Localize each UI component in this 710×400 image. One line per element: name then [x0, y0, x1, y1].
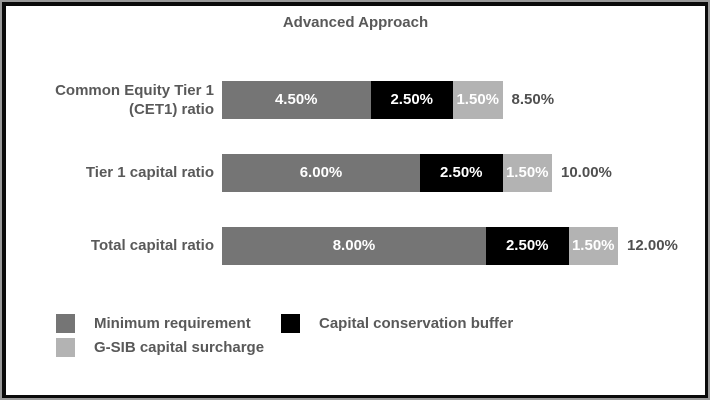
- legend-swatch-gsib-surcharge-icon: [56, 337, 75, 357]
- segment-value-label: 4.50%: [274, 91, 318, 108]
- bar-segment: 1.50%: [453, 80, 503, 119]
- legend-item-conservation-buffer: Capital conservation buffer: [281, 311, 513, 335]
- category-label: Common Equity Tier 1 (CET1) ratio: [55, 81, 214, 118]
- segment-value-label: 2.50%: [390, 91, 434, 108]
- category-label: Tier 1 capital ratio: [85, 164, 214, 181]
- stacked-bar: 4.50% 2.50% 1.50%: [222, 80, 503, 119]
- bar-segment: 2.50%: [420, 153, 503, 192]
- segment-value-label: 2.50%: [439, 164, 483, 181]
- segment-value-label: 1.50%: [505, 164, 549, 181]
- category-label: Total capital ratio: [90, 237, 214, 254]
- segment-value-label: 1.50%: [571, 237, 615, 254]
- chart-title: Advanced Approach: [282, 14, 429, 31]
- legend-label: Capital conservation buffer: [319, 314, 514, 332]
- bar-segment: 2.50%: [486, 226, 569, 265]
- bar-total-label: 12.00%: [627, 237, 678, 254]
- bar-total-label: 8.50%: [511, 91, 555, 108]
- bar-total-label: 10.00%: [561, 164, 612, 181]
- bar-segment: 1.50%: [568, 226, 618, 265]
- bar-segment: 1.50%: [502, 153, 552, 192]
- chart-row: Common Equity Tier 1 (CET1) ratio 4.50% 2.5…: [6, 63, 705, 136]
- bar-segment: 6.00%: [222, 153, 420, 192]
- legend-swatch-minimum-requirement-icon: [56, 313, 75, 333]
- legend-item-minimum-requirement: Minimum requirement: [56, 311, 281, 335]
- chart-row: Tier 1 capital ratio 6.00% 2.50% 1.50% 10.00…: [6, 136, 705, 209]
- legend-column-right: Capital conservation buffer: [281, 311, 513, 335]
- segment-value-label: 2.50%: [505, 237, 549, 254]
- legend: Minimum requirement G-SIB capital surcha…: [56, 311, 705, 359]
- stacked-bar: 8.00% 2.50% 1.50%: [222, 226, 618, 265]
- bar-segment: 4.50%: [222, 80, 371, 119]
- legend-swatch-conservation-buffer-icon: [281, 313, 300, 333]
- segment-value-label: 1.50%: [456, 91, 500, 108]
- stacked-bar: 6.00% 2.50% 1.50%: [222, 153, 552, 192]
- chart-rows: Common Equity Tier 1 (CET1) ratio 4.50% 2.5…: [6, 63, 705, 282]
- bar-segment: 2.50%: [370, 80, 453, 119]
- legend-column-left: Minimum requirement G-SIB capital surcha…: [56, 311, 281, 359]
- bar-segment: 8.00%: [222, 226, 486, 265]
- legend-label: Minimum requirement: [94, 314, 251, 332]
- chart-row: Total capital ratio 8.00% 2.50% 1.50% 12.00%: [6, 209, 705, 282]
- legend-item-gsib-surcharge: G-SIB capital surcharge: [56, 335, 281, 359]
- segment-value-label: 8.00%: [332, 237, 376, 254]
- legend-label: G-SIB capital surcharge: [94, 338, 265, 356]
- segment-value-label: 6.00%: [299, 164, 343, 181]
